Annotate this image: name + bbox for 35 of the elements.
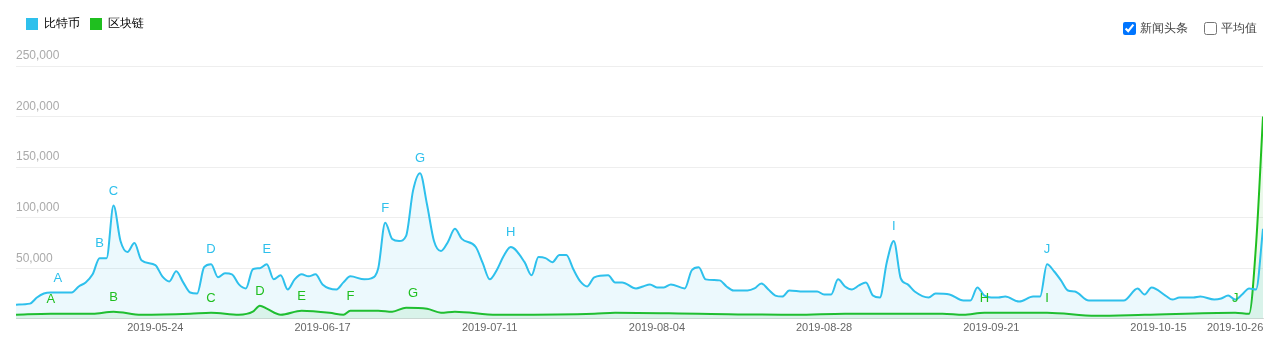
annotation: G <box>414 150 426 166</box>
annotation: A <box>46 290 56 306</box>
x-tick-label: 2019-10-26 <box>1206 321 1264 334</box>
y-tick-label: 250,000 <box>16 48 60 63</box>
annotation: F <box>381 199 390 215</box>
x-tick-label: 2019-08-04 <box>628 321 686 334</box>
y-tick-label: 50,000 <box>16 250 54 265</box>
legend-label: 比特币 <box>44 16 80 31</box>
text: 平均值 <box>1221 20 1257 37</box>
annotation: D <box>255 282 265 298</box>
y-tick-label: 200,000 <box>16 98 60 113</box>
annotation: C <box>108 182 119 198</box>
annotation: B <box>95 235 104 251</box>
annotation: I <box>891 218 896 234</box>
x-tick-label: 2019-05-24 <box>127 321 184 334</box>
x-tick-label: 2019-10-15 <box>1130 321 1187 334</box>
x-tick-label: 2019-08-28 <box>795 321 853 334</box>
x-tick-label: 2019-09-21 <box>963 321 1020 334</box>
annotation: H <box>505 224 516 240</box>
annotation: C <box>206 289 216 305</box>
legend-label: 区块链 <box>108 16 144 31</box>
annotation: I <box>1045 289 1049 305</box>
annotation: J <box>1043 241 1051 257</box>
x-tick-label: 2019-06-17 <box>294 321 351 334</box>
annotation: E <box>262 241 272 257</box>
annotation: F <box>346 287 355 303</box>
annotation: G <box>408 284 419 300</box>
text: 新闻头条 <box>1140 20 1188 37</box>
y-tick-label: 100,000 <box>16 199 60 214</box>
y-tick-label: 150,000 <box>16 149 60 164</box>
annotation: B <box>109 288 118 304</box>
annotation: E <box>297 287 307 303</box>
x-tick-label: 2019-07-11 <box>461 321 518 334</box>
annotation: D <box>206 241 216 257</box>
annotation: A <box>53 269 63 285</box>
